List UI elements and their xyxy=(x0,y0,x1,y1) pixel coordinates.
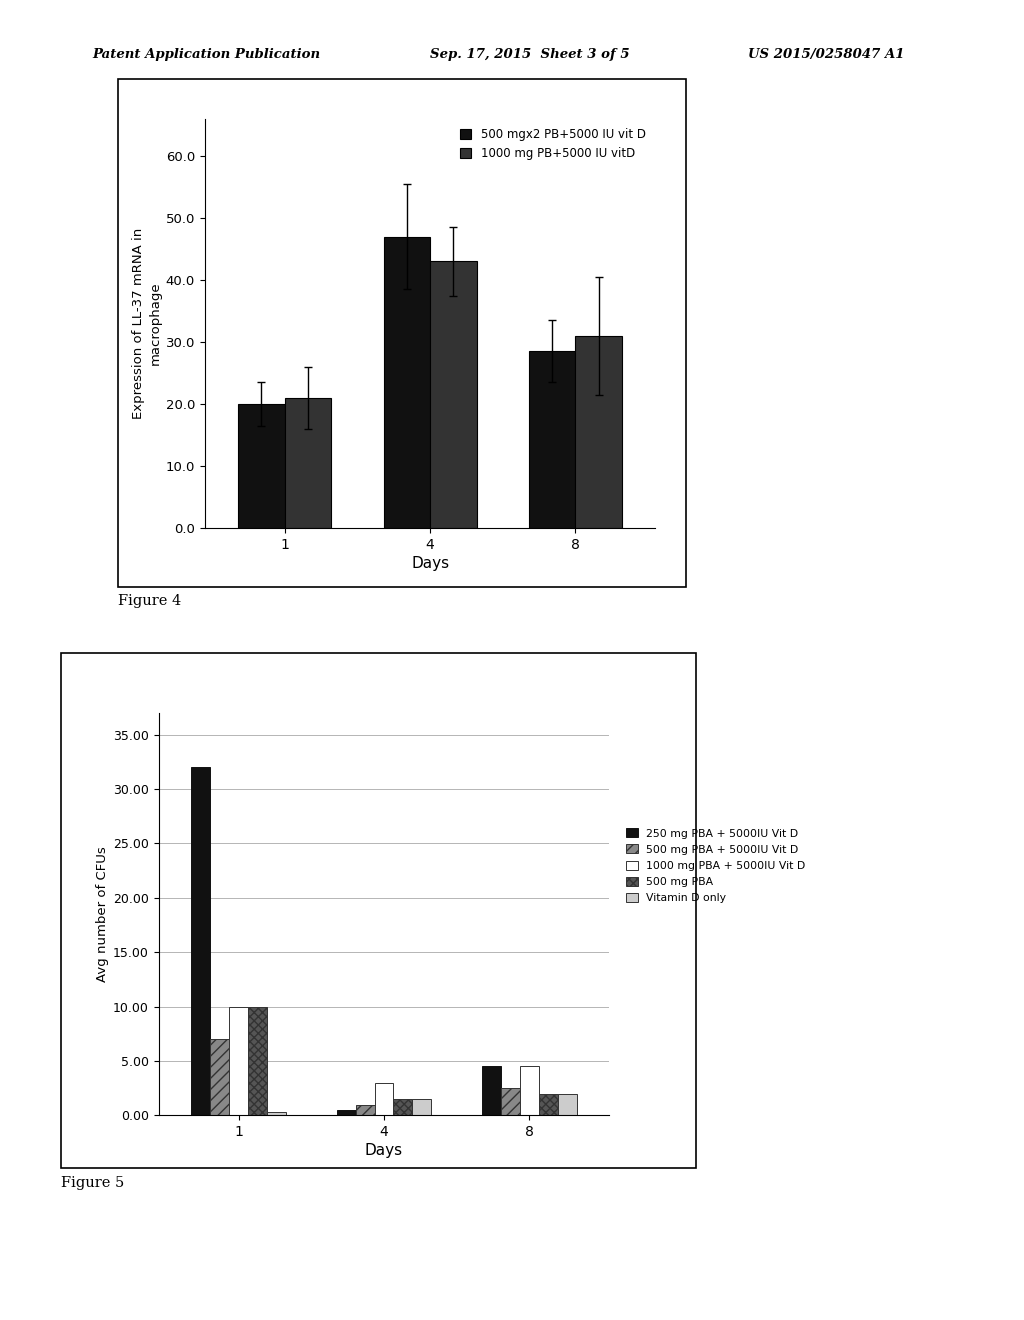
Bar xyxy=(375,1082,393,1115)
Y-axis label: Avg number of CFUs: Avg number of CFUs xyxy=(96,846,109,982)
Text: Figure 5: Figure 5 xyxy=(61,1176,125,1191)
Legend: 250 mg PBA + 5000IU Vit D, 500 mg PBA + 5000IU Vit D, 1000 mg PBA + 5000IU Vit D: 250 mg PBA + 5000IU Vit D, 500 mg PBA + … xyxy=(624,826,808,906)
Bar xyxy=(210,1039,229,1115)
Bar xyxy=(267,1113,286,1115)
Bar xyxy=(539,1094,558,1115)
Bar xyxy=(285,397,331,528)
Bar xyxy=(430,261,476,528)
Bar xyxy=(413,1100,431,1115)
Y-axis label: Expression of LL-37 mRNA in
macrophage: Expression of LL-37 mRNA in macrophage xyxy=(131,228,162,418)
Text: Figure 4: Figure 4 xyxy=(118,594,181,609)
Bar xyxy=(191,767,210,1115)
Bar xyxy=(355,1105,375,1115)
Bar xyxy=(558,1094,577,1115)
Bar xyxy=(229,1007,248,1115)
Bar xyxy=(239,404,285,528)
Bar xyxy=(575,335,622,528)
Bar xyxy=(529,351,575,528)
X-axis label: Days: Days xyxy=(365,1143,403,1158)
Bar xyxy=(501,1088,520,1115)
Bar xyxy=(384,236,430,528)
Text: Sep. 17, 2015  Sheet 3 of 5: Sep. 17, 2015 Sheet 3 of 5 xyxy=(430,48,630,61)
Bar xyxy=(482,1067,501,1115)
Bar xyxy=(520,1067,539,1115)
Legend: 500 mgx2 PB+5000 IU vit D, 1000 mg PB+5000 IU vitD: 500 mgx2 PB+5000 IU vit D, 1000 mg PB+50… xyxy=(456,124,649,164)
X-axis label: Days: Days xyxy=(411,556,450,570)
Bar xyxy=(337,1110,355,1115)
Text: US 2015/0258047 A1: US 2015/0258047 A1 xyxy=(748,48,904,61)
Bar xyxy=(393,1100,413,1115)
Bar xyxy=(248,1007,267,1115)
Text: Patent Application Publication: Patent Application Publication xyxy=(92,48,321,61)
